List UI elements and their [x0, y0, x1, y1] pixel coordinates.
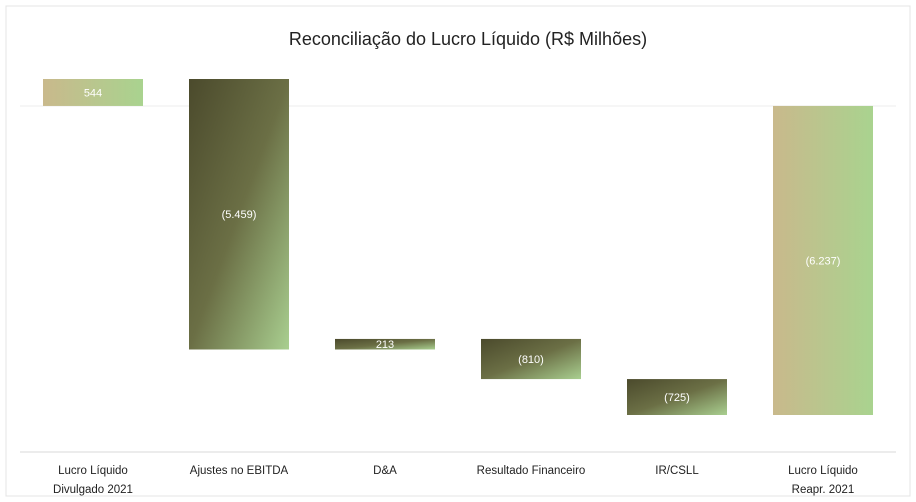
- value-label: (5.459): [222, 209, 257, 221]
- chart-title: Reconciliação do Lucro Líquido (R$ Milhõ…: [289, 29, 647, 49]
- bar: [627, 379, 727, 415]
- value-label: (810): [518, 354, 544, 366]
- x-tick-label: Lucro Líquido Divulgado 2021: [53, 465, 133, 496]
- bar: [481, 338, 581, 380]
- value-label: (725): [664, 392, 690, 404]
- x-tick-label: Ajustes no EBITDA: [189, 465, 289, 477]
- bar: [335, 338, 435, 350]
- value-label: 213: [376, 339, 394, 351]
- value-label: (6.237): [806, 255, 841, 267]
- x-tick-label: Lucro Líquido Reapr. 2021: [788, 465, 858, 496]
- bar: [773, 105, 873, 415]
- x-tick-label: Resultado Financeiro: [476, 465, 586, 477]
- bar: [189, 79, 289, 350]
- value-label: 544: [84, 87, 102, 99]
- bar: [43, 79, 143, 106]
- chart-frame: [5, 5, 911, 497]
- x-tick-label: IR/CSLL: [655, 465, 699, 477]
- x-tick-label: D&A: [373, 465, 397, 477]
